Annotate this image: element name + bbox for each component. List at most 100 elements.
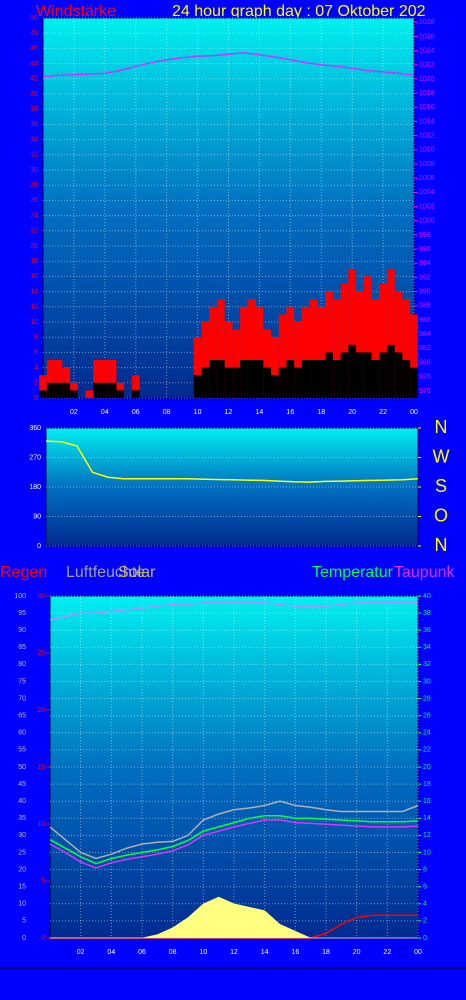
bar: [394, 352, 403, 398]
bar: [54, 382, 63, 398]
y2-tick-label: S: [435, 476, 447, 496]
y-tick-label: 50: [30, 15, 38, 22]
bar: [363, 276, 372, 398]
bar: [131, 375, 140, 398]
y2-tick-label: 1012: [419, 133, 435, 140]
y2-tick-label: 32: [423, 661, 431, 668]
x-tick-label: 10: [194, 409, 202, 416]
bar: [54, 360, 63, 398]
bar: [216, 360, 225, 398]
bar: [216, 299, 225, 398]
x-tick-label: 08: [163, 409, 171, 416]
bar: [263, 367, 272, 398]
y2-tick-label: 12: [423, 832, 431, 839]
legend-label: Regen: [0, 564, 47, 581]
rain-tick-label: 30: [37, 593, 45, 600]
y-tick-label: 42: [30, 76, 38, 83]
bar: [271, 337, 279, 398]
y2-tick-label: 6: [423, 884, 427, 891]
y-tick-label: 0: [22, 935, 26, 942]
bar: [309, 299, 318, 398]
bar: [232, 329, 241, 398]
y-tick-label: 80: [18, 661, 26, 668]
x-tick-label: 08: [169, 949, 177, 956]
bar: [93, 360, 101, 398]
y-tick-label: 16: [30, 273, 38, 280]
y2-tick-label: 30: [423, 678, 431, 685]
y2-tick-label: 988: [419, 303, 431, 310]
y-tick-label: 4: [34, 364, 38, 371]
y-tick-label: 75: [18, 678, 26, 685]
bar: [39, 375, 47, 398]
x-tick-label: 22: [383, 949, 391, 956]
legend-label: Windstärke: [36, 3, 116, 20]
bar: [62, 382, 71, 398]
bar: [108, 382, 117, 398]
y-tick-label: 90: [33, 513, 41, 520]
y2-tick-label: 1016: [419, 104, 435, 111]
y2-tick-label: 20: [423, 764, 431, 771]
y-tick-label: 35: [18, 815, 26, 822]
y2-tick-label: N: [435, 535, 448, 555]
y2-tick-label: 10: [423, 849, 431, 856]
bar: [193, 375, 202, 398]
y2-tick-label: 1020: [419, 76, 435, 83]
y-tick-label: 22: [30, 228, 38, 235]
bar: [402, 360, 411, 398]
chart-title: 24 hour graph day : 07 Oktober 202: [172, 3, 426, 20]
y2-tick-label: 8: [423, 866, 427, 873]
bar: [247, 360, 256, 398]
x-tick-label: 12: [225, 409, 233, 416]
x-tick-label: 14: [261, 949, 269, 956]
y-tick-label: 70: [18, 695, 26, 702]
x-tick-label: 02: [70, 409, 78, 416]
bar: [340, 352, 349, 398]
y2-tick-label: 14: [423, 815, 431, 822]
y2-tick-label: 34: [423, 644, 431, 651]
bar: [317, 306, 326, 398]
bar: [371, 299, 380, 398]
y-tick-label: 360: [29, 425, 41, 432]
bar: [46, 382, 55, 398]
bar: [386, 268, 395, 398]
bar: [108, 360, 117, 398]
line: [49, 602, 418, 621]
y-tick-label: 95: [18, 610, 26, 617]
bar: [410, 314, 418, 398]
bar: [379, 284, 387, 398]
bar: [278, 314, 287, 398]
bar: [332, 360, 341, 398]
y2-tick-label: 1026: [419, 33, 435, 40]
y2-tick-label: 1014: [419, 118, 435, 125]
y-tick-label: 46: [30, 45, 38, 52]
bar: [301, 360, 310, 398]
rain-tick-label: 10: [37, 821, 45, 828]
bar: [263, 329, 272, 398]
y-tick-label: 270: [29, 454, 41, 461]
x-tick-label: 12: [230, 949, 238, 956]
y2-tick-label: W: [433, 446, 450, 466]
rain-tick-label: 25: [37, 650, 45, 657]
bar: [286, 306, 295, 398]
y2-tick-label: 24: [423, 730, 431, 737]
x-tick-label: 18: [322, 949, 330, 956]
y-tick-label: 14: [30, 288, 38, 295]
y-tick-label: 36: [30, 121, 38, 128]
y-tick-label: 60: [18, 730, 26, 737]
bar: [348, 268, 357, 398]
y-tick-label: 44: [30, 60, 38, 67]
bar: [394, 291, 403, 398]
y-tick-label: 65: [18, 713, 26, 720]
y2-tick-label: 1010: [419, 147, 435, 154]
y-tick-label: 100: [14, 593, 26, 600]
y2-tick-label: 996: [419, 246, 431, 253]
bar: [325, 291, 333, 398]
y-tick-label: 10: [18, 901, 26, 908]
y2-tick-label: 2: [423, 918, 427, 925]
bar: [379, 352, 387, 398]
y2-tick-label: 1018: [419, 90, 435, 97]
bar: [309, 360, 318, 398]
y2-tick-label: 992: [419, 274, 431, 281]
y-tick-label: 6: [34, 349, 38, 356]
bar: [278, 367, 287, 398]
